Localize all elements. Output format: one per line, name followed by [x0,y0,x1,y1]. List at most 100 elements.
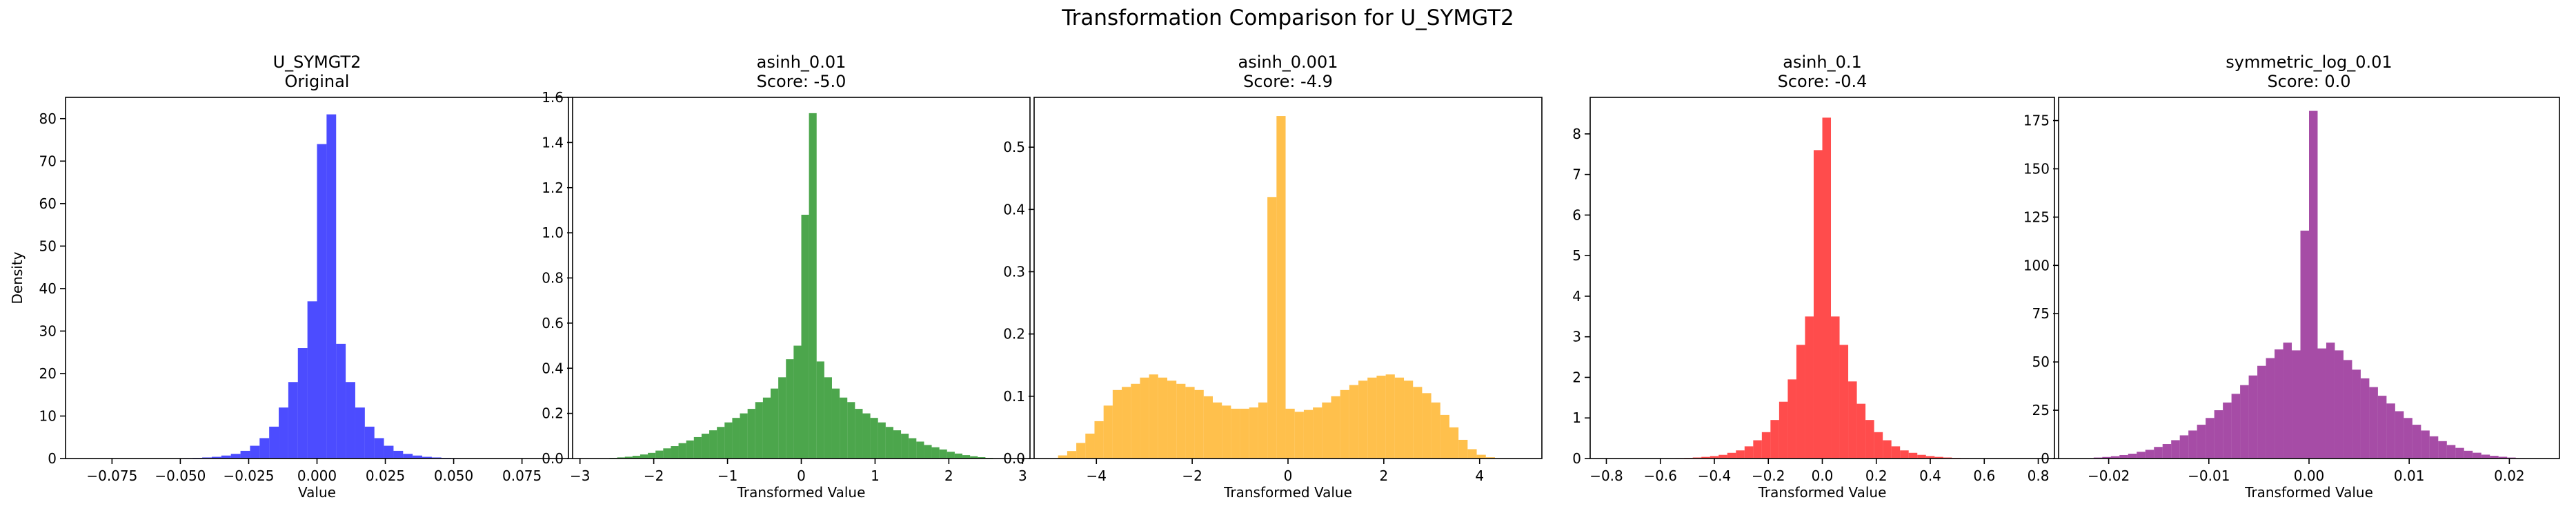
y-tick-label: 0.1 [1003,388,1025,405]
histogram-bar [2137,452,2146,459]
histogram-bar [931,447,940,459]
histogram-bar [2326,343,2335,459]
y-tick-label: 0.4 [1003,201,1025,218]
histogram-bar [364,426,375,459]
histogram-bar [297,348,308,459]
subplot-title: asinh_0.1 [1783,52,1861,72]
histogram-bar [1285,408,1295,459]
histogram-bar [2257,365,2266,459]
histogram-bar [1385,374,1395,459]
subplot-5: −0.02 −0.01 0.00 0.01 0.02 0 25 50 75 100 125 150 17… [2023,52,2560,501]
y-tick-label: 1.2 [542,180,564,196]
x-tick-label: −0.050 [155,467,206,484]
histogram-bar [2128,454,2137,459]
histogram-bar [1761,432,1771,459]
y-tick-label: 0 [2041,450,2050,467]
histogram-bar [755,402,763,459]
y-tick-label: 175 [2023,113,2050,129]
subplot-1: −0.075 −0.050 −0.025 0.000 0.025 0.050 0.07501… [9,52,569,501]
histogram-bar [1258,402,1268,459]
y-tick-label: 60 [39,195,57,212]
subplot-3: −4 −2 0 2 4 0.0 0.1 0.2 0.3 0.4 0.5 asinh_0.001Scor… [1003,52,1543,501]
histogram-bar [862,413,871,459]
histogram-bar [1140,377,1149,459]
histogram-bar [279,407,288,459]
histogram-bar [2412,425,2421,459]
x-tick-label: 0.050 [434,467,473,484]
histogram-bar [1736,450,1745,459]
y-tick-label: 80 [39,110,57,127]
y-tick-label: 1.0 [542,224,564,241]
histogram-bar [2395,411,2404,459]
subplot-subtitle: Score: -5.0 [757,72,846,91]
x-tick-label: −2 [1182,467,1202,484]
y-tick-label: 25 [2032,402,2050,418]
histogram-bar [2266,358,2275,459]
histogram-bar [824,377,832,459]
histogram-bar [1267,197,1277,459]
histogram-bar [1779,401,1788,459]
histogram-bar [771,388,779,459]
histogram-bar [762,397,771,459]
histogram-bar [317,144,327,459]
y-tick-label: 3 [1572,329,1581,345]
x-tick-label: −0.075 [86,467,137,484]
histogram-bar [909,438,917,459]
histogram-bar [211,456,221,459]
histogram-bar [947,452,955,459]
y-tick-label: 0.4 [542,360,564,376]
histogram-bar [2206,418,2215,459]
y-tick-label: 1 [1572,409,1581,426]
histogram-bar [2360,378,2370,459]
histogram-bar [816,361,824,459]
histogram-bar [2231,394,2241,459]
histogram-bar [1744,446,1754,459]
y-tick-label: 0.2 [1003,326,1025,343]
x-tick-label: −4 [1087,467,1107,484]
histogram-bar [1176,383,1186,459]
histogram-bar [970,456,978,459]
histogram-bar [2154,447,2163,459]
histogram-bar [1231,408,1240,459]
y-tick-label: 100 [2023,257,2050,273]
x-tick-label: 1 [871,467,880,484]
y-tick-label: 1.4 [542,134,564,151]
y-tick-label: 7 [1572,166,1581,183]
histogram-bar [1413,387,1423,459]
histogram-bar [336,343,346,459]
histogram-bar [1131,383,1140,459]
histogram-bar [1917,454,1926,459]
histogram-bar [840,397,848,459]
histogram-bar [2162,444,2172,459]
histogram-bar [2110,456,2120,459]
histogram-bar [1422,393,1431,459]
x-tick-label: −0.2 [1752,467,1785,484]
y-tick-label: 8 [1572,126,1581,142]
histogram-bar [288,382,298,459]
y-tick-label: 125 [2023,209,2050,225]
histogram-bar [230,454,241,459]
x-axis-label: Value [298,484,336,501]
x-axis-label: Transformed Value [737,484,866,501]
histogram-bar [1194,389,1204,459]
histogram-bar [1322,402,1331,459]
histogram-bar [2369,387,2378,459]
histogram-bar [393,450,404,459]
histogram-bar [624,456,633,459]
histogram-bar [2223,402,2232,459]
histogram-bar [1240,408,1249,459]
histogram-bar [1185,387,1195,459]
histogram-bar [793,345,802,459]
y-tick-label: 2 [1572,369,1581,385]
histogram-bar [2300,230,2309,459]
histogram-bar [1431,402,1440,459]
histogram-bar [2240,385,2249,459]
histogram-bar [747,409,755,459]
y-tick-label: 6 [1572,206,1581,223]
histogram-bar [1404,380,1414,459]
histogram-bar [870,418,878,459]
histogram-bar [2481,454,2490,459]
histogram-bar [1831,316,1840,459]
histogram-bar [924,445,932,459]
